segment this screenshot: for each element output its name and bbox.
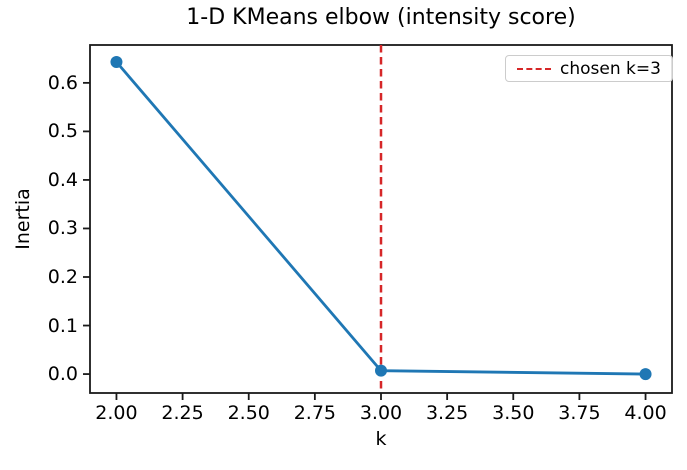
legend-label: chosen k=3	[560, 58, 661, 79]
x-tick-label: 3.75	[558, 402, 601, 424]
y-tick-label: 0.2	[47, 266, 78, 288]
y-tick-label: 0.5	[47, 120, 78, 143]
x-tick-label: 2.75	[293, 402, 337, 424]
y-tick-label: 0.3	[47, 217, 78, 240]
legend-dashed-line-sample	[517, 67, 551, 70]
data-point-marker	[110, 55, 123, 68]
x-tick-label: 3.25	[425, 402, 469, 424]
x-tick-label: 2.25	[161, 402, 204, 424]
x-tick-label: 4.00	[624, 402, 667, 424]
legend: chosen k=3	[505, 55, 673, 82]
x-axis-label: k	[375, 428, 387, 450]
x-tick-label: 3.00	[359, 402, 403, 424]
data-point-marker	[375, 364, 387, 377]
x-tick-label: 2.00	[95, 402, 138, 424]
data-point-marker	[639, 368, 652, 381]
y-tick-label: 0.1	[47, 314, 78, 337]
chart-title: 1-D KMeans elbow (intensity score)	[186, 5, 576, 30]
x-tick-label: 2.50	[227, 402, 270, 424]
y-tick-label: 0.6	[47, 71, 78, 94]
x-tick-label: 3.50	[492, 402, 535, 424]
y-tick-label: 0.0	[47, 363, 78, 386]
y-tick-label: 0.4	[47, 168, 78, 191]
